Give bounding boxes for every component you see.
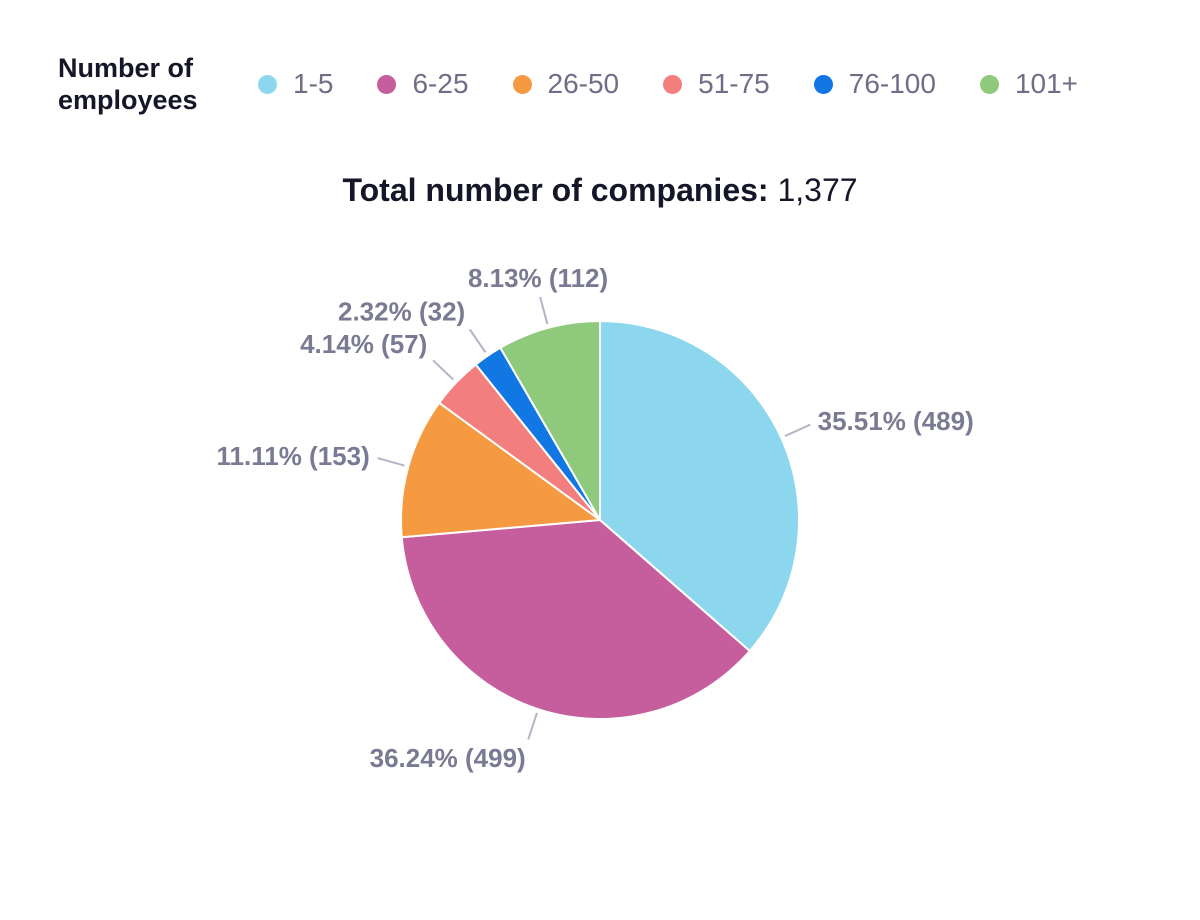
legend-label: 51-75 xyxy=(698,68,770,99)
legend-item-101-plus[interactable]: 101+ xyxy=(979,68,1079,100)
legend-title: Number of employees xyxy=(58,53,198,115)
legend-item-26-50[interactable]: 26-50 xyxy=(512,68,620,100)
leader-line-76-100 xyxy=(468,328,487,353)
pie-slice-101-plus[interactable] xyxy=(499,320,601,521)
legend-label: 1-5 xyxy=(293,68,334,99)
legend-dot-icon xyxy=(377,74,397,94)
legend-dot-icon xyxy=(813,74,833,94)
legend-item-76-100[interactable]: 76-100 xyxy=(813,68,936,100)
data-label-101-plus: 8.13% (112) xyxy=(468,263,608,293)
legend-label: 101+ xyxy=(1014,68,1079,99)
data-label-51-75: 4.14% (57) xyxy=(300,329,427,359)
data-label-76-100: 2.32% (32) xyxy=(338,297,465,327)
legend-label: 26-50 xyxy=(547,68,620,99)
legend-item-51-75[interactable]: 51-75 xyxy=(663,68,770,100)
pie-slice-6-25[interactable] xyxy=(400,519,751,720)
legend-item-6-25[interactable]: 6-25 xyxy=(377,68,469,100)
leader-line-1-5 xyxy=(784,423,811,438)
data-label-26-50: 11.11% (153) xyxy=(217,441,370,471)
legend-dot-icon xyxy=(979,74,999,94)
legend-dot-icon xyxy=(663,74,683,94)
legend-label: 76-100 xyxy=(848,68,936,99)
leader-line-101-plus xyxy=(539,296,549,325)
leader-line-26-50 xyxy=(377,457,405,467)
data-label-6-25: 36.24% (499) xyxy=(370,743,526,773)
total-label: Total number of companies: xyxy=(342,172,769,208)
legend-dot-icon xyxy=(512,74,532,94)
data-label-1-5: 35.51% (489) xyxy=(818,406,974,436)
pie-slice-1-5[interactable] xyxy=(599,320,800,653)
legend: Number of employees 1-5 6-25 26-50 51-75… xyxy=(58,52,1078,116)
legend-item-1-5[interactable]: 1-5 xyxy=(258,68,333,100)
pie-slice-26-50[interactable] xyxy=(400,401,601,539)
legend-items: 1-5 6-25 26-50 51-75 76-100 101+ xyxy=(258,68,1078,100)
leader-line-51-75 xyxy=(432,359,454,381)
total-value: 1,377 xyxy=(777,172,858,208)
chart-title: Total number of companies: 1,377 xyxy=(0,172,1200,209)
legend-label: 6-25 xyxy=(412,68,469,99)
legend-dot-icon xyxy=(258,74,277,94)
leader-line-6-25 xyxy=(527,712,538,740)
